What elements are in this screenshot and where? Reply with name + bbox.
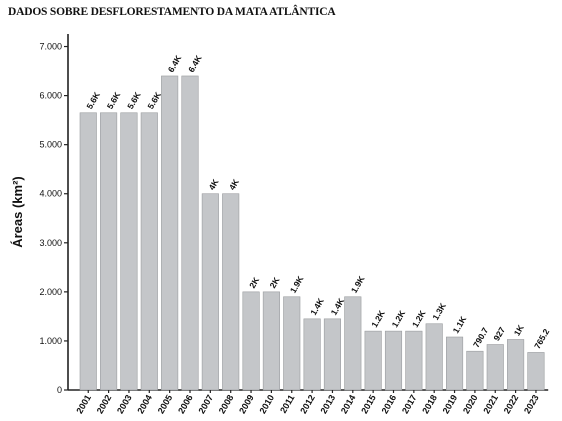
bar-data-label: 927: [491, 325, 507, 343]
x-tick-label: 2017: [400, 393, 419, 415]
bar: [283, 296, 301, 391]
bar: [181, 75, 199, 391]
y-tick-label: 3.000: [39, 238, 62, 248]
bar: [262, 291, 280, 391]
y-tick-label: 4.000: [39, 189, 62, 199]
x-tick-label: 2006: [176, 393, 195, 415]
bar: [527, 352, 545, 391]
bar-data-label: 5.6K: [105, 89, 123, 110]
bar: [466, 350, 484, 391]
y-axis-title: Áreas (km²): [10, 176, 25, 248]
bar: [323, 318, 342, 391]
bar-data-label: 1.4K: [308, 296, 326, 317]
x-tick-label: 2023: [522, 393, 541, 415]
x-tick-label: 2013: [319, 393, 338, 415]
bar: [120, 112, 138, 391]
bar-data-label: 2K: [267, 275, 282, 290]
bar: [303, 318, 321, 391]
bar-data-label: 5.6K: [145, 89, 163, 110]
x-tick-label: 2011: [278, 393, 296, 415]
x-tick-label: 2002: [95, 393, 114, 415]
bar-data-label: 1.3K: [430, 300, 448, 321]
bar-data-label: 6.4K: [166, 53, 184, 74]
bar-data-label: 1.4K: [329, 296, 347, 317]
bar: [140, 112, 158, 391]
bar-data-label: 2K: [247, 275, 262, 290]
x-tick-label: 2015: [359, 393, 378, 415]
x-tick-label: 2005: [156, 393, 175, 415]
bar: [201, 193, 219, 391]
bar-data-label: 1.2K: [410, 308, 428, 329]
x-tick-label: 2008: [217, 393, 236, 415]
x-tick-label: 2020: [461, 393, 480, 415]
x-tick-label: 2016: [380, 393, 399, 415]
y-tick-label: 0: [57, 385, 62, 395]
bar-data-label: 6.4K: [186, 53, 204, 74]
bar-data-label: 5.6K: [84, 89, 102, 110]
x-tick-label: 2003: [115, 393, 134, 415]
bar: [445, 336, 464, 391]
x-tick-label: 2018: [420, 393, 439, 415]
bar: [100, 112, 118, 391]
bar-data-label: 5.6K: [125, 89, 143, 110]
x-tick-label: 2022: [502, 393, 521, 415]
bar: [507, 339, 525, 391]
x-tick-label: 2012: [298, 393, 317, 415]
x-tick-label: 2014: [339, 393, 358, 415]
x-tick-label: 2001: [74, 393, 93, 415]
bar: [384, 330, 403, 391]
y-tick-label: 5.000: [39, 140, 62, 150]
bar-data-label: 1.1K: [451, 314, 469, 335]
x-tick-label: 2009: [237, 393, 256, 415]
bar: [425, 323, 443, 391]
x-tick-label: 2019: [441, 393, 460, 415]
chart-title: DADOS SOBRE DESFLORESTAMENTO DA MATA ATL…: [8, 6, 336, 18]
x-tick-label: 2007: [196, 393, 215, 415]
bar: [79, 112, 97, 391]
bar-data-label: 765.2: [532, 327, 551, 351]
y-tick-label: 2.000: [39, 287, 62, 297]
bar: [344, 296, 362, 391]
bar: [486, 344, 504, 391]
x-tick-label: 2004: [135, 393, 154, 415]
bar-data-label: 1.2K: [369, 308, 387, 329]
x-tick-label: 2021: [481, 393, 500, 415]
bar: [242, 291, 260, 391]
y-tick-label: 7.000: [39, 42, 62, 52]
x-tick-label: 2010: [257, 393, 276, 415]
bar-data-label: 1.9K: [349, 273, 367, 294]
y-tick-label: 1.000: [39, 336, 62, 346]
bar: [405, 330, 423, 391]
y-tick-label: 6.000: [39, 91, 62, 101]
bar-data-label: 4K: [227, 177, 242, 192]
bar-data-label: 1K: [512, 322, 527, 337]
bar-data-label: 1.2K: [390, 308, 408, 329]
bar-data-label: 1.9K: [288, 273, 306, 294]
bar-data-label: 4K: [206, 177, 221, 192]
bar: [222, 193, 240, 391]
bar: [364, 330, 382, 391]
bar: [161, 75, 179, 391]
